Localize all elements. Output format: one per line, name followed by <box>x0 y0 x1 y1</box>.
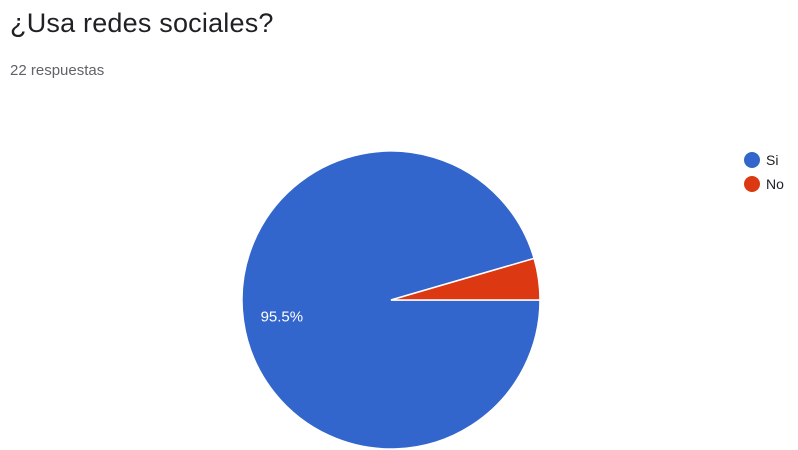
legend-item-si: Si <box>744 148 784 172</box>
legend-item-no: No <box>744 172 784 196</box>
legend-label-si: Si <box>766 152 779 168</box>
chart-legend: Si No <box>744 148 784 196</box>
legend-swatch-no <box>744 176 760 192</box>
response-count: 22 respuestas <box>10 62 105 79</box>
legend-swatch-si <box>744 152 760 168</box>
pie-label-si: 95.5% <box>261 309 304 326</box>
legend-label-no: No <box>766 176 784 192</box>
chart-title: ¿Usa redes sociales? <box>10 8 274 38</box>
pie-labels: 95.5% <box>261 309 304 326</box>
pie-slice-no <box>390 257 541 301</box>
pie-slices <box>241 150 541 450</box>
